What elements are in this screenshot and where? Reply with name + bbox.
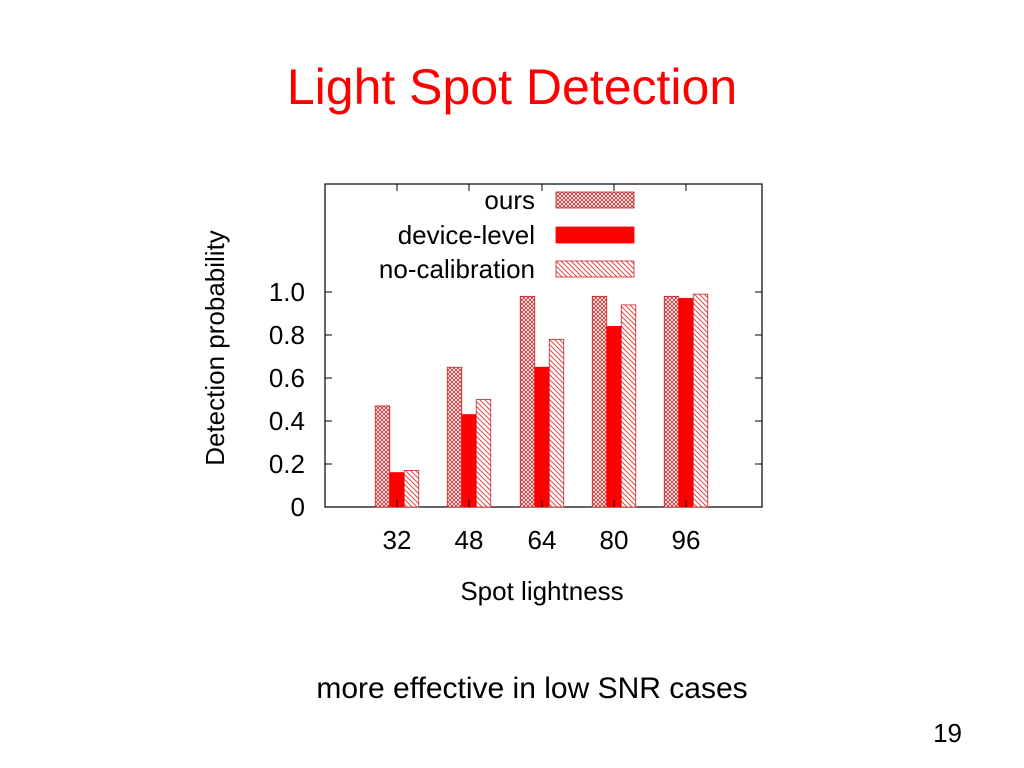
bar-ours-80 (591, 295, 608, 508)
bar-device-level-80 (606, 325, 622, 508)
bar-no-calibration-80 (620, 304, 637, 508)
x-tick-label: 80 (600, 525, 629, 555)
slide-title: Light Spot Detection (286, 59, 738, 115)
x-tick-label: 32 (383, 525, 412, 555)
y-tick-label: 0.4 (269, 406, 305, 436)
y-tick-label: 1.0 (269, 277, 305, 307)
y-tick-label: 0 (291, 492, 305, 522)
bar-ours-96 (663, 295, 680, 508)
bar-ours-32 (374, 405, 391, 508)
bar-no-calibration-64 (548, 338, 565, 508)
bar-no-calibration-32 (403, 470, 420, 508)
bar-no-calibration-48 (475, 399, 492, 508)
bar-device-level-96 (678, 298, 694, 508)
legend-swatch-no-calibration (555, 260, 635, 278)
legend-swatch-device-level (555, 226, 635, 244)
bar-ours-64 (519, 295, 536, 508)
y-axis-label: Detection probability (200, 230, 230, 466)
bar-ours-48 (446, 366, 463, 508)
bar-no-calibration-96 (692, 293, 709, 508)
x-tick-label: 96 (672, 525, 701, 555)
page-number: 19 (933, 718, 962, 748)
x-tick-label: 48 (455, 525, 484, 555)
legend-label-ours: ours (484, 185, 535, 215)
bar-device-level-48 (461, 414, 477, 508)
chart-svg: 0 0.2 0.4 0.6 0.8 1.0 32 48 64 80 96 Spot lightness… (200, 183, 763, 606)
legend-label-no-calibration: no-calibration (379, 254, 535, 284)
bar-chart: 0 0.2 0.4 0.6 0.8 1.0 32 48 64 80 96 Spot lightness… (180, 170, 800, 620)
slide-caption: more effective in low SNR cases (316, 672, 748, 705)
x-tick-label: 64 (528, 525, 557, 555)
y-tick-label: 0.2 (269, 449, 305, 479)
legend-label-device-level: device-level (398, 220, 535, 250)
x-axis-label: Spot lightness (460, 576, 623, 606)
bar-device-level-64 (534, 366, 550, 508)
y-tick-label: 0.8 (269, 320, 305, 350)
y-tick-label: 0.6 (269, 363, 305, 393)
legend-swatch-ours (555, 191, 635, 209)
